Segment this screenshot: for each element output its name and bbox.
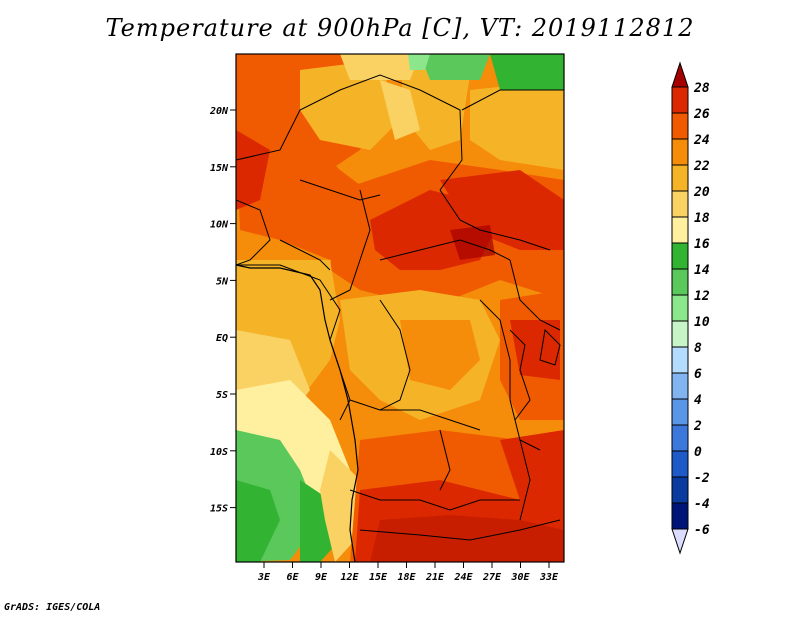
- colorbar-segment: [671, 112, 689, 140]
- colorbar-label: 16: [694, 237, 710, 252]
- colorbar-label: 18: [694, 211, 710, 226]
- colorbar-label: 4: [694, 393, 702, 408]
- lon-tick-label: 21E: [425, 572, 445, 583]
- colorbar-label: 2: [693, 419, 702, 434]
- lon-tick-label: 33E: [539, 572, 559, 583]
- colorbar-label: 10: [694, 315, 710, 330]
- lat-tick-label: 10N: [210, 220, 229, 231]
- country-borders: [236, 74, 564, 541]
- lon-tick-label: 15E: [369, 572, 388, 583]
- colorbar-label: 28: [693, 81, 710, 96]
- lon-tick-label: 30E: [510, 572, 530, 583]
- colorbar-label: -4: [694, 497, 710, 512]
- lat-tick-label: 5S: [216, 390, 228, 401]
- colorbar-segment: [671, 138, 689, 166]
- lon-tick-label: 27E: [482, 572, 502, 583]
- lon-tick-label: 9E: [315, 572, 328, 583]
- colorbar-top-arrow: [671, 61, 689, 88]
- colorbar-label: 24: [693, 133, 710, 148]
- latitude-axis: 20N 15N 10N 5N EQ 5S 10S 15S: [209, 106, 236, 515]
- lat-tick-label: 5N: [216, 276, 229, 287]
- temperature-field: [236, 54, 564, 562]
- colorbar-label: 12: [694, 289, 710, 304]
- lon-tick-label: 3E: [257, 572, 271, 583]
- colorbar-label: 8: [694, 341, 702, 356]
- colorbar-label: 22: [693, 159, 710, 174]
- colorbar-segment: [671, 320, 689, 348]
- colorbar-segment: [671, 86, 689, 114]
- coastline: [236, 264, 359, 562]
- lon-tick-label: 18E: [397, 572, 416, 583]
- lon-tick-label: 6E: [286, 572, 299, 583]
- lat-tick-label: 10S: [210, 447, 228, 458]
- colorbar-label: 26: [693, 107, 710, 122]
- colorbar-bottom-arrow: [671, 528, 689, 555]
- colorbar-label: -2: [694, 471, 710, 486]
- lat-tick-label: 15N: [210, 163, 229, 174]
- colorbar-segment: [671, 190, 689, 218]
- lon-tick-label: 24E: [453, 572, 473, 583]
- colorbar-label: 20: [693, 185, 710, 200]
- colorbar-segment: [671, 346, 689, 374]
- colorbar-segment: [671, 242, 689, 270]
- colorbar-segment: [671, 216, 689, 244]
- colorbar-segment: [671, 450, 689, 478]
- colorbar-segment: [671, 476, 689, 504]
- colorbar-segment: [671, 268, 689, 296]
- colorbar-label: -6: [694, 523, 710, 538]
- colorbar-label: 0: [694, 445, 702, 460]
- lat-tick-label: EQ: [216, 333, 228, 344]
- colorbar-segment: [671, 398, 689, 426]
- colorbar-segment: [671, 424, 689, 452]
- lat-tick-label: 15S: [210, 504, 228, 515]
- map-frame: [235, 53, 565, 563]
- credit-label: GrADS: IGES/COLA: [4, 602, 101, 613]
- colorbar-segment: [671, 502, 689, 530]
- chart-title: Temperature at 900hPa [C], VT: 201911281…: [105, 14, 695, 42]
- colorbar-segment: [671, 294, 689, 322]
- lon-tick-label: 12E: [340, 572, 359, 583]
- colorbar-segment: [671, 372, 689, 400]
- lat-tick-label: 20N: [209, 106, 229, 117]
- colorbar-segment: [671, 164, 689, 192]
- longitude-axis: 3E 6E 9E 12E 15E 18E 21E 24E 27E 30E 33E: [257, 562, 559, 583]
- colorbar-label: 14: [694, 263, 710, 278]
- colorbar-label: 6: [694, 367, 702, 382]
